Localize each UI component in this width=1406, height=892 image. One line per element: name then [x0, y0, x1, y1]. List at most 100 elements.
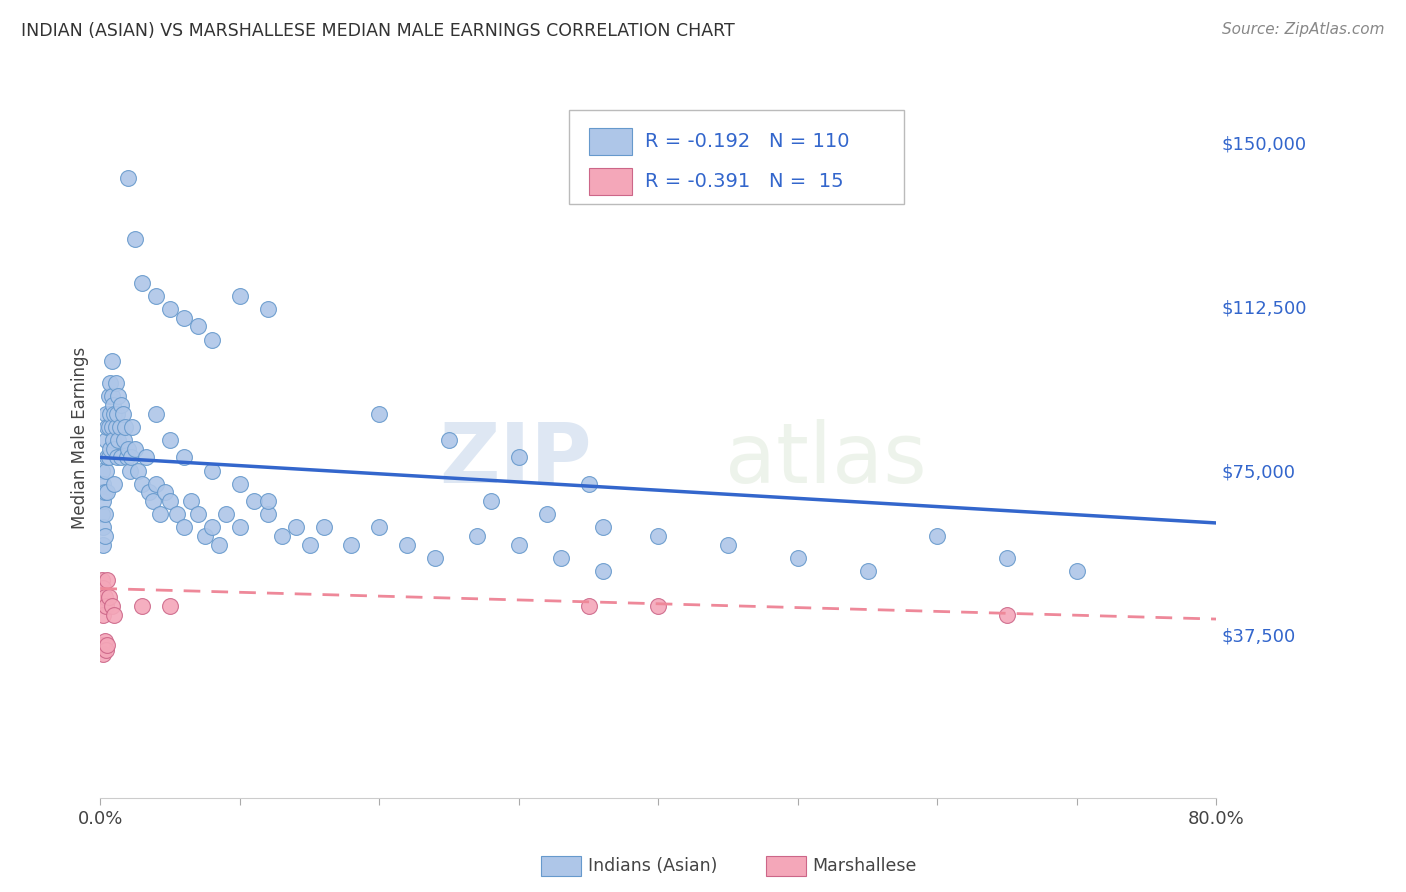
Point	[91, 494, 114, 508]
Point	[124, 442, 146, 456]
Point	[107, 389, 129, 403]
Point	[103, 476, 125, 491]
Point	[592, 520, 614, 534]
Point	[995, 550, 1018, 565]
Point	[298, 538, 321, 552]
Point	[173, 520, 195, 534]
Point	[592, 564, 614, 578]
Point	[145, 407, 167, 421]
Point	[927, 529, 949, 543]
Point	[94, 642, 117, 657]
Point	[215, 507, 238, 521]
Point	[201, 333, 224, 347]
Point	[256, 507, 278, 521]
Point	[97, 420, 120, 434]
Point	[550, 550, 572, 565]
Point	[121, 420, 143, 434]
Point	[340, 538, 363, 552]
Point	[90, 594, 112, 608]
Point	[94, 464, 117, 478]
Point	[131, 476, 153, 491]
Point	[97, 591, 120, 605]
Point	[120, 450, 142, 465]
Point	[717, 538, 740, 552]
Point	[96, 420, 118, 434]
Point	[312, 520, 335, 534]
Point	[647, 529, 669, 543]
Point	[93, 529, 115, 543]
Point	[1066, 564, 1088, 578]
Point	[101, 433, 124, 447]
Point	[124, 232, 146, 246]
Text: R = -0.391   N =  15: R = -0.391 N = 15	[645, 172, 844, 191]
Point	[90, 507, 112, 521]
Point	[97, 450, 120, 465]
Point	[115, 450, 138, 465]
Point	[96, 638, 118, 652]
Point	[138, 485, 160, 500]
Point	[117, 170, 139, 185]
Point	[94, 433, 117, 447]
Point	[91, 538, 114, 552]
Point	[103, 407, 125, 421]
Point	[145, 289, 167, 303]
FancyBboxPatch shape	[589, 168, 631, 195]
Point	[97, 389, 120, 403]
Point	[229, 520, 252, 534]
Point	[91, 476, 114, 491]
Point	[508, 538, 530, 552]
Text: ZIP: ZIP	[439, 419, 592, 500]
Point	[786, 550, 808, 565]
Point	[96, 485, 118, 500]
Point	[508, 450, 530, 465]
Point	[578, 476, 600, 491]
Point	[105, 450, 128, 465]
Point	[100, 389, 122, 403]
Point	[90, 638, 112, 652]
Text: R = -0.192   N = 110: R = -0.192 N = 110	[645, 132, 849, 151]
Point	[118, 464, 141, 478]
Y-axis label: Median Male Earnings: Median Male Earnings	[72, 347, 89, 529]
Point	[104, 376, 127, 391]
Point	[145, 476, 167, 491]
Point	[173, 450, 195, 465]
Point	[153, 485, 176, 500]
Point	[110, 450, 132, 465]
Text: Marshallese: Marshallese	[813, 857, 917, 875]
Point	[229, 289, 252, 303]
Point	[101, 398, 124, 412]
Point	[201, 464, 224, 478]
Point	[159, 494, 181, 508]
Text: INDIAN (ASIAN) VS MARSHALLESE MEDIAN MALE EARNINGS CORRELATION CHART: INDIAN (ASIAN) VS MARSHALLESE MEDIAN MAL…	[21, 22, 735, 40]
Point	[90, 464, 112, 478]
Point	[536, 507, 558, 521]
Point	[112, 433, 135, 447]
Point	[108, 420, 131, 434]
Point	[396, 538, 419, 552]
Point	[479, 494, 502, 508]
Point	[149, 507, 172, 521]
Point	[131, 599, 153, 613]
Point	[159, 433, 181, 447]
Point	[187, 319, 209, 334]
Point	[103, 607, 125, 622]
Point	[96, 573, 118, 587]
Point	[243, 494, 266, 508]
Text: Source: ZipAtlas.com: Source: ZipAtlas.com	[1222, 22, 1385, 37]
Point	[93, 507, 115, 521]
Point	[270, 529, 292, 543]
Point	[647, 599, 669, 613]
Point	[94, 599, 117, 613]
FancyBboxPatch shape	[589, 128, 631, 155]
Point	[995, 607, 1018, 622]
FancyBboxPatch shape	[569, 110, 904, 203]
Point	[159, 599, 181, 613]
Text: Indians (Asian): Indians (Asian)	[588, 857, 717, 875]
Point	[173, 310, 195, 325]
Point	[256, 301, 278, 316]
Point	[159, 301, 181, 316]
Point	[91, 582, 114, 596]
Point	[368, 520, 391, 534]
Point	[100, 420, 122, 434]
Point	[93, 591, 115, 605]
